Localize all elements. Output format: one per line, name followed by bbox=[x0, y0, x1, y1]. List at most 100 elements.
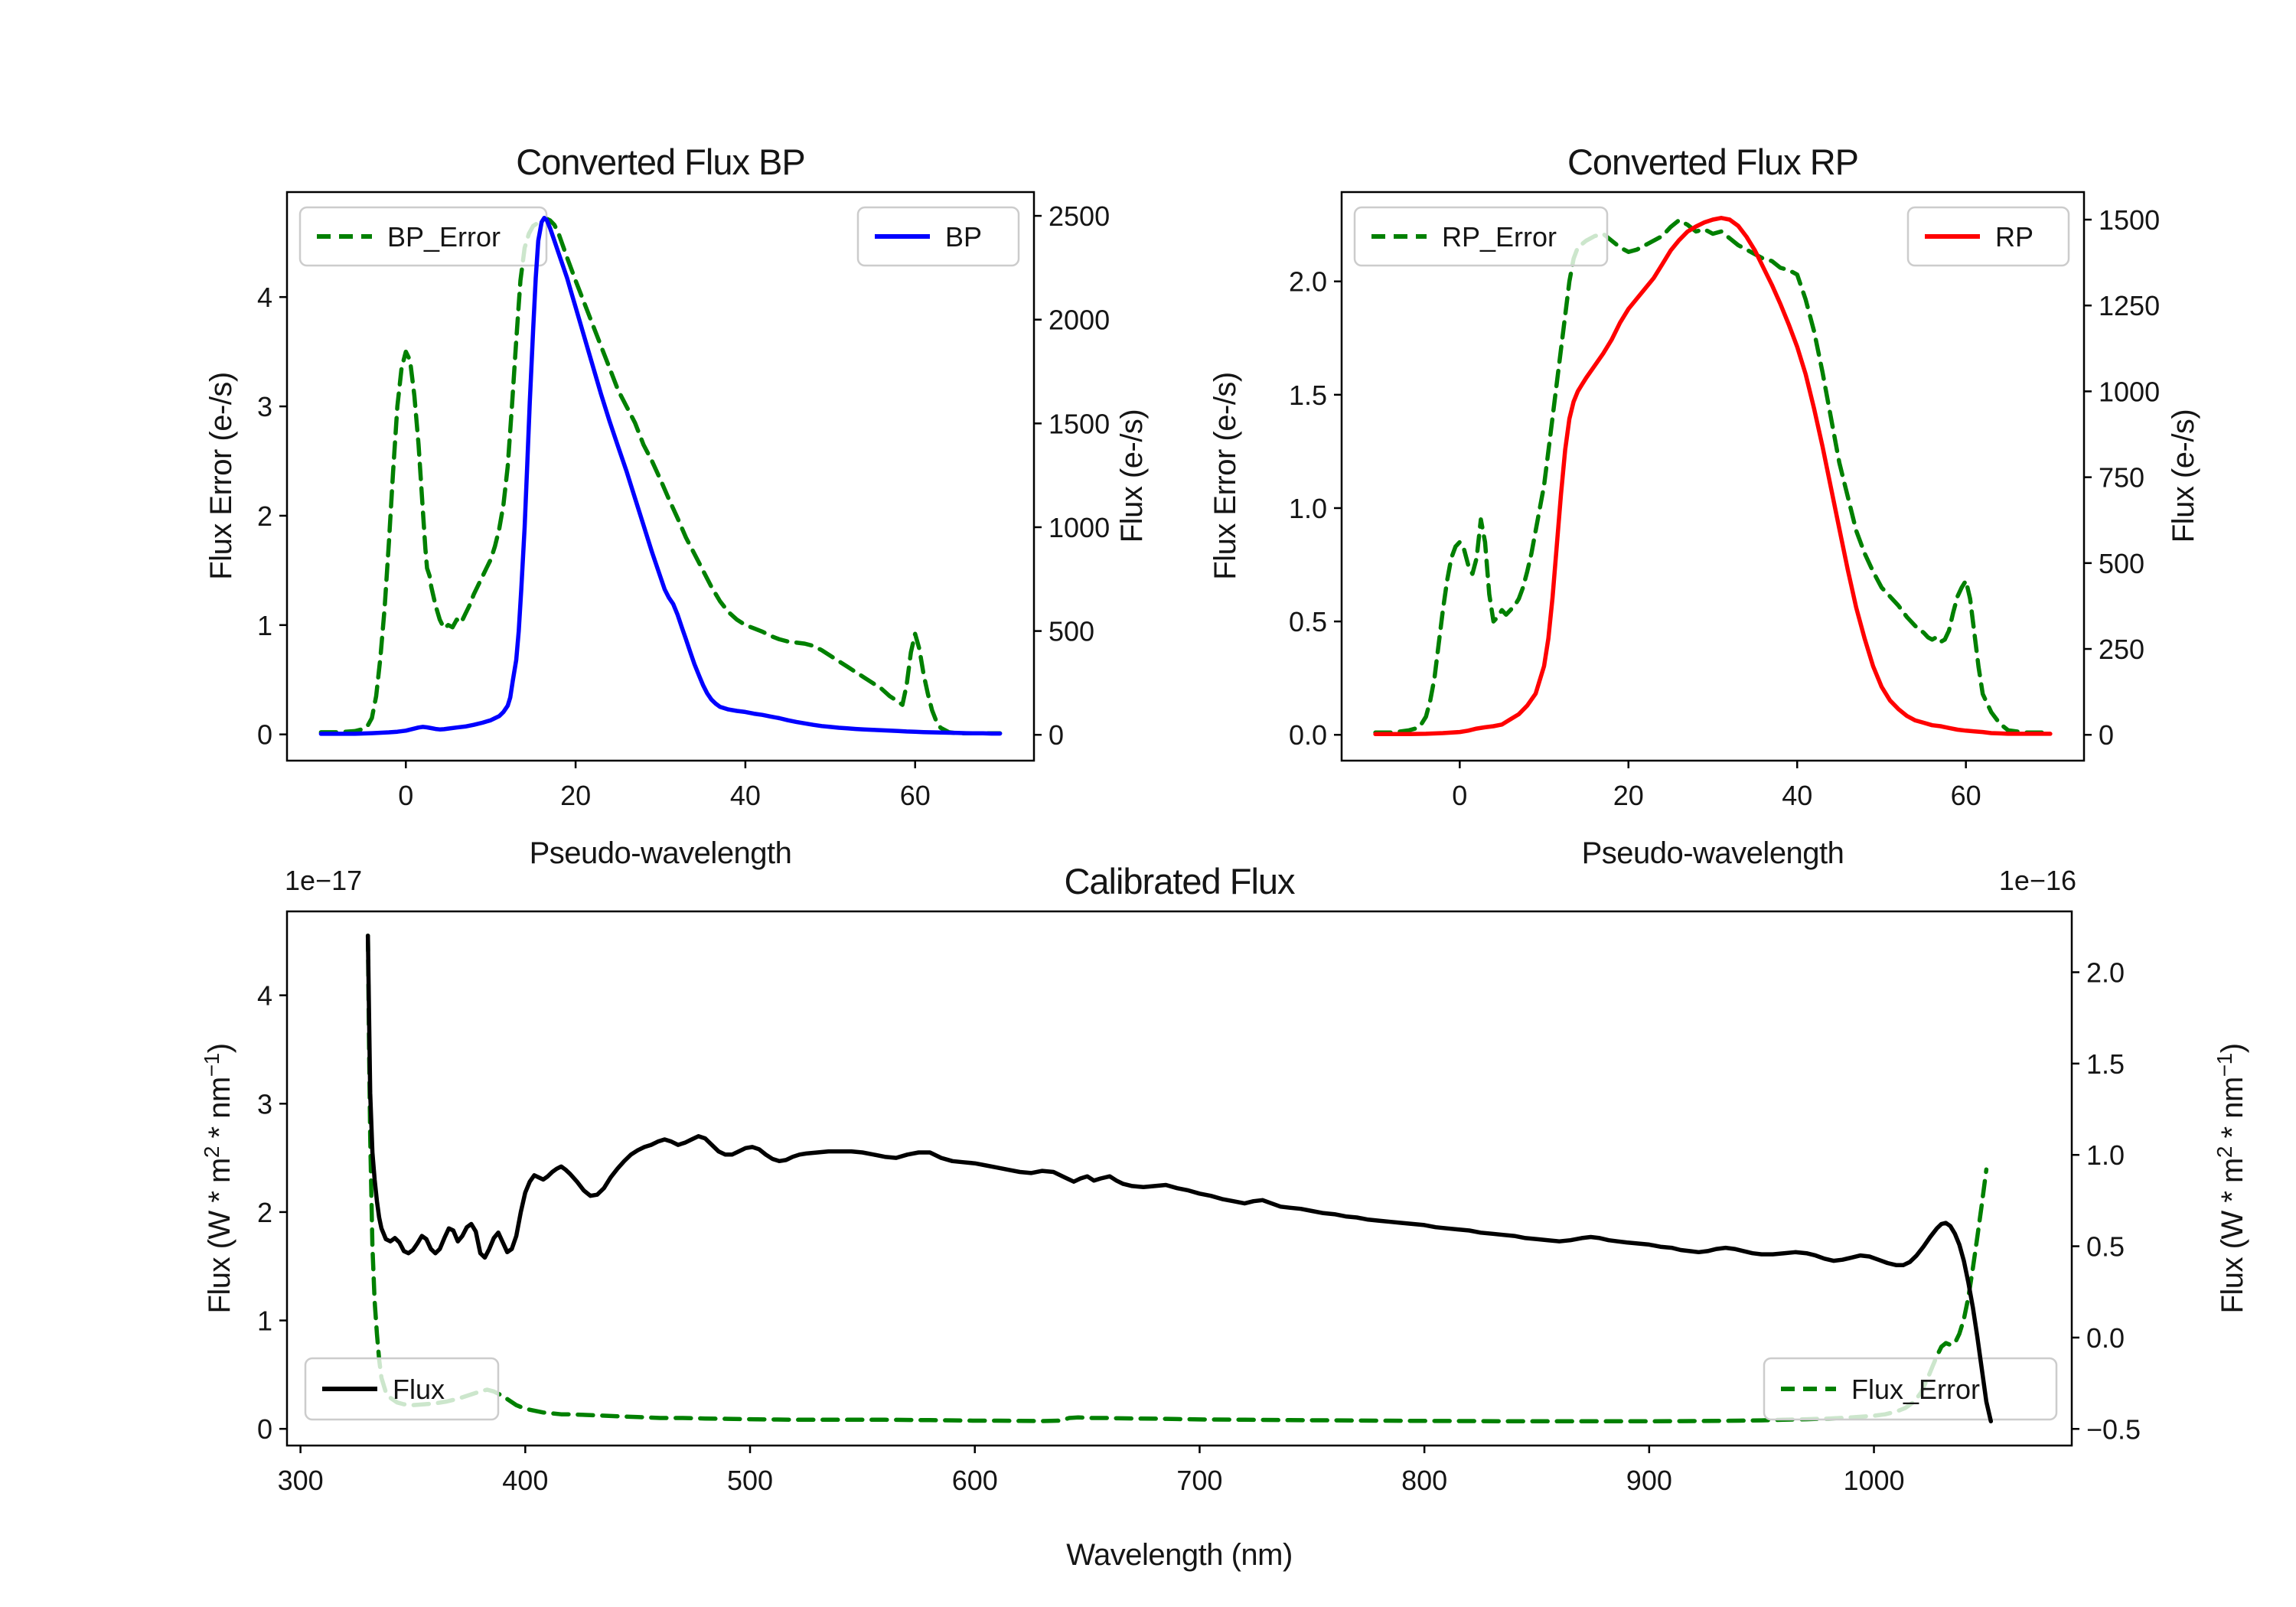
legend-label: Flux_Error bbox=[1851, 1374, 1980, 1405]
x-tick-label: 40 bbox=[1782, 780, 1812, 811]
cal-xaxis-label: Wavelength (nm) bbox=[1066, 1538, 1293, 1572]
rp-axes-frame bbox=[1340, 191, 2086, 762]
x-tick-label: 400 bbox=[502, 1465, 548, 1496]
x-tick-label: 0 bbox=[398, 780, 413, 811]
rp-subplot: 0 20 40 60 0.0 0.5 1.0 1.5 2.0 0 250 500 750 1000 12… bbox=[1208, 142, 2200, 870]
legend-frame bbox=[304, 1357, 500, 1421]
cal-right-offset-text: 1e−16 bbox=[1999, 865, 2076, 896]
bp-subplot: 0 20 40 60 0 1 2 3 4 0 500 1000 1500 2000 2500 Conve… bbox=[204, 142, 1149, 870]
legend-frame bbox=[856, 206, 1020, 267]
rp-rticks: 0 250 500 750 1000 1250 1500 bbox=[2084, 204, 2160, 751]
y-tick-label: 0 bbox=[1049, 719, 1064, 751]
y-tick-label: 250 bbox=[2099, 634, 2144, 665]
rp-right-yaxis-label: Flux (e-/s) bbox=[2167, 409, 2200, 543]
x-tick-label: 500 bbox=[727, 1465, 773, 1496]
cal-right-yaxis-label: Flux (W * m2 * nm−1) bbox=[2213, 1043, 2249, 1313]
rp-left-yaxis-label: Flux Error (e-/s) bbox=[1208, 372, 1242, 580]
cal-left-offset-text: 1e−17 bbox=[285, 865, 362, 896]
legend-frame bbox=[1353, 206, 1609, 267]
rp-error-legend: RP_Error bbox=[1353, 206, 1609, 267]
x-tick-label: 600 bbox=[952, 1465, 998, 1496]
y-tick-label: 1000 bbox=[1049, 512, 1110, 543]
x-tick-label: 700 bbox=[1176, 1465, 1222, 1496]
y-tick-label: 1 bbox=[257, 610, 272, 641]
y-tick-label: 500 bbox=[1049, 616, 1094, 647]
x-tick-label: 0 bbox=[1452, 780, 1467, 811]
legend-label: RP_Error bbox=[1442, 221, 1557, 253]
y-tick-label: 1.5 bbox=[2086, 1048, 2125, 1080]
y-tick-label: 0.5 bbox=[1289, 606, 1327, 637]
y-tick-label: 4 bbox=[257, 282, 272, 313]
legend-frame bbox=[1906, 206, 2070, 267]
bp-title: Converted Flux BP bbox=[516, 142, 804, 182]
cal-xticks: 300 400 500 600 700 800 900 1000 bbox=[278, 1446, 1905, 1496]
bp-xticks: 0 20 40 60 bbox=[398, 761, 931, 811]
flux-error-legend: Flux_Error bbox=[1763, 1357, 2058, 1421]
y-tick-label: 750 bbox=[2099, 462, 2144, 494]
flux-legend: Flux bbox=[304, 1357, 500, 1421]
x-tick-label: 40 bbox=[730, 780, 761, 811]
legend-label: Flux bbox=[393, 1374, 445, 1405]
legend-label: BP bbox=[945, 221, 982, 253]
bp-error-legend: BP_Error bbox=[298, 206, 548, 267]
rp-lticks: 0.0 0.5 1.0 1.5 2.0 bbox=[1289, 266, 1342, 751]
cal-lticks: 0 1 2 3 4 bbox=[257, 980, 287, 1445]
y-tick-label: 1500 bbox=[1049, 408, 1110, 439]
x-tick-label: 20 bbox=[1613, 780, 1644, 811]
y-tick-label: 3 bbox=[257, 391, 272, 422]
cal-rticks: −0.5 0.0 0.5 1.0 1.5 2.0 bbox=[2072, 957, 2141, 1445]
legend-label: RP bbox=[1995, 221, 2033, 253]
series-0-0 bbox=[318, 216, 1003, 736]
series-0-1 bbox=[318, 216, 1003, 736]
y-tick-label: 2 bbox=[257, 500, 272, 532]
y-tick-label: −0.5 bbox=[2086, 1413, 2141, 1445]
cal-title: Calibrated Flux bbox=[1064, 861, 1295, 901]
rp-title: Converted Flux RP bbox=[1567, 142, 1858, 182]
x-tick-label: 900 bbox=[1626, 1465, 1672, 1496]
y-tick-label: 2.0 bbox=[1289, 266, 1327, 298]
x-tick-label: 60 bbox=[900, 780, 931, 811]
y-tick-label: 2000 bbox=[1049, 305, 1110, 336]
bp-right-yaxis-label: Flux (e-/s) bbox=[1115, 409, 1149, 543]
calibrated-subplot: 300 400 500 600 700 800 900 1000 0 1 2 3 4 −0.5 0.0 0… bbox=[200, 861, 2249, 1572]
x-tick-label: 20 bbox=[560, 780, 591, 811]
y-tick-label: 0 bbox=[257, 719, 272, 751]
y-tick-label: 2 bbox=[257, 1197, 272, 1228]
legend-frame bbox=[298, 206, 548, 267]
x-tick-label: 60 bbox=[1951, 780, 1981, 811]
bp-axes-frame bbox=[285, 191, 1035, 762]
y-tick-label: 0 bbox=[257, 1413, 272, 1445]
bp-xaxis-label: Pseudo-wavelength bbox=[530, 836, 792, 870]
x-tick-label: 1000 bbox=[1843, 1465, 1904, 1496]
y-tick-label: 0.0 bbox=[1289, 719, 1327, 751]
y-tick-label: 1.0 bbox=[1289, 493, 1327, 524]
y-tick-label: 0 bbox=[2099, 719, 2114, 751]
y-tick-label: 1500 bbox=[2099, 204, 2160, 236]
y-tick-label: 2500 bbox=[1049, 200, 1110, 232]
cal-axes-frame bbox=[285, 910, 2073, 1447]
x-tick-label: 800 bbox=[1401, 1465, 1447, 1496]
bp-left-yaxis-label: Flux Error (e-/s) bbox=[204, 372, 238, 580]
y-tick-label: 2.0 bbox=[2086, 957, 2125, 988]
series-2-0 bbox=[365, 933, 1994, 1424]
y-tick-label: 0.5 bbox=[2086, 1231, 2125, 1263]
legend-label: BP_Error bbox=[387, 221, 501, 253]
bp-rticks: 0 500 1000 1500 2000 2500 bbox=[1034, 200, 1110, 751]
series-1-0 bbox=[1373, 217, 2053, 735]
y-tick-label: 1 bbox=[257, 1305, 272, 1337]
rp-xaxis-label: Pseudo-wavelength bbox=[1582, 836, 1844, 870]
cal-left-yaxis-label: Flux (W * m2 * nm−1) bbox=[200, 1043, 236, 1313]
rp-xticks: 0 20 40 60 bbox=[1452, 761, 1981, 811]
y-tick-label: 500 bbox=[2099, 548, 2144, 579]
y-tick-label: 0.0 bbox=[2086, 1322, 2125, 1354]
x-tick-label: 300 bbox=[278, 1465, 324, 1496]
bp-legend: BP bbox=[856, 206, 1020, 267]
rp-legend: RP bbox=[1906, 206, 2070, 267]
y-tick-label: 1000 bbox=[2099, 376, 2160, 407]
y-tick-label: 4 bbox=[257, 980, 272, 1012]
y-tick-label: 3 bbox=[257, 1088, 272, 1120]
y-tick-label: 1250 bbox=[2099, 290, 2160, 321]
series-1-1 bbox=[1373, 216, 2053, 737]
